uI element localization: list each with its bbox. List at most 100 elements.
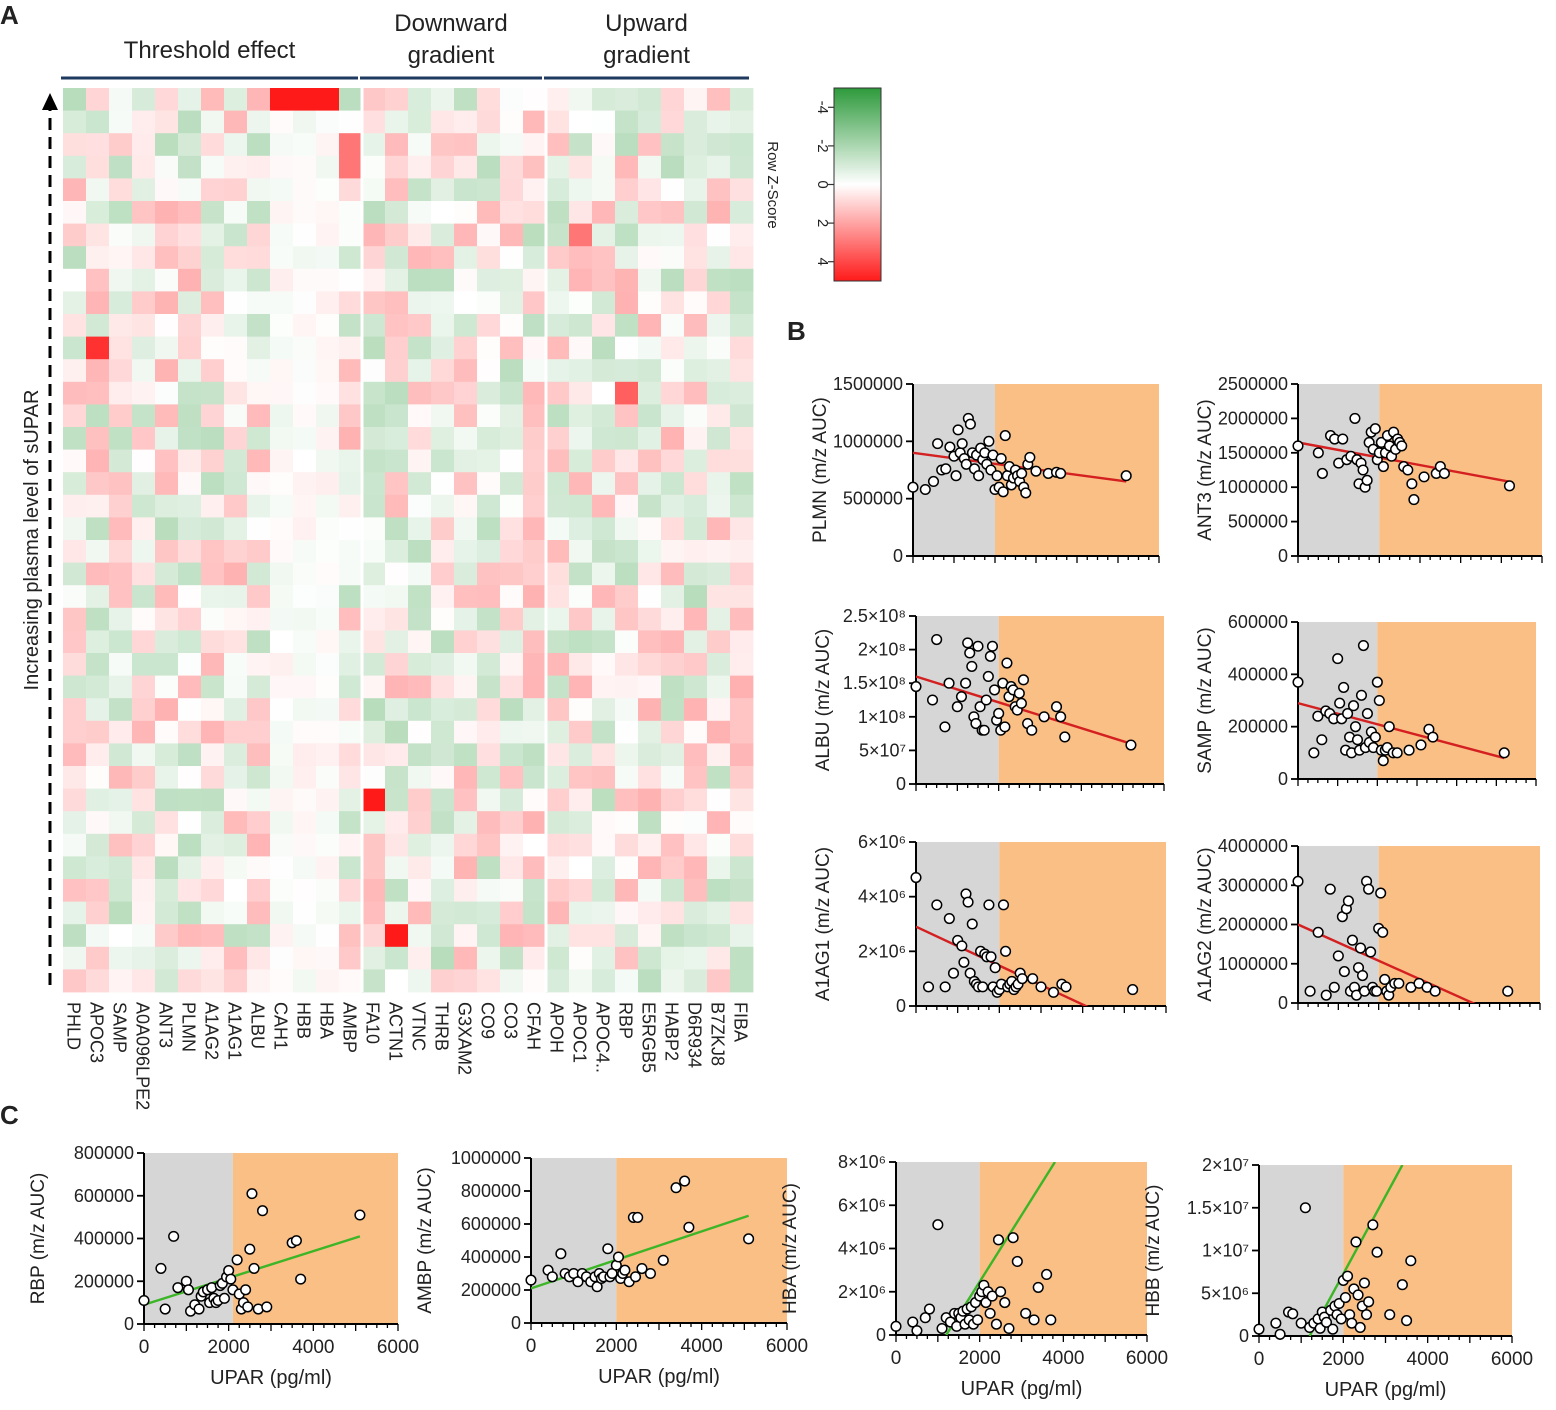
heatmap-cell [132, 314, 156, 337]
heatmap-cell [155, 540, 179, 563]
heatmap-cell [477, 314, 501, 337]
heatmap-cell [661, 517, 685, 541]
heatmap-cell [155, 675, 179, 699]
heatmap-cell [132, 630, 156, 654]
heatmap-cell [132, 246, 156, 270]
heatmap-cell [569, 720, 593, 744]
scatter-point [962, 896, 974, 908]
y-tick-label: 200000 [1228, 717, 1288, 737]
heatmap-cell [569, 630, 593, 654]
scatter-point [172, 1282, 184, 1294]
heatmap-cell [63, 675, 87, 699]
heatmap-cell [385, 359, 409, 383]
heatmap-cell [86, 969, 110, 993]
heatmap-cell [109, 788, 133, 812]
heatmap-cell [707, 788, 731, 812]
heatmap-cell [270, 766, 294, 789]
heatmap-cell [362, 88, 386, 111]
heatmap-cell [684, 540, 708, 563]
heatmap-cell [454, 88, 478, 111]
heatmap-cell [86, 879, 110, 902]
heatmap-cell [316, 494, 340, 518]
heatmap-cell [523, 88, 547, 111]
heatmap-cell [293, 223, 317, 247]
heatmap-cell [293, 540, 317, 563]
heatmap-cell [385, 879, 409, 902]
heatmap-cell [454, 766, 478, 789]
heatmap-cell [569, 698, 593, 722]
heatmap-cell [385, 404, 409, 428]
heatmap-cell [270, 133, 294, 157]
scatter-point [977, 981, 989, 993]
heatmap-cell [661, 653, 685, 676]
heatmap-cell [684, 472, 708, 496]
heatmap-cell [86, 359, 110, 383]
heatmap-cell [293, 743, 317, 767]
heatmap-cell [408, 630, 432, 654]
scatter-point [910, 681, 922, 693]
heatmap-cell [224, 472, 248, 496]
y-tick-label: 4000000 [1218, 836, 1288, 856]
heatmap-cell [316, 404, 340, 428]
y-tick-label: 2×10⁸ [858, 640, 906, 660]
scatter-point [1125, 739, 1137, 751]
heatmap-cell [454, 630, 478, 654]
heatmap-cell [293, 268, 317, 292]
heatmap-cell [224, 607, 248, 631]
heatmap-cell [178, 607, 202, 631]
heatmap-cell [707, 856, 731, 880]
heatmap-cell [638, 675, 662, 699]
scatter-point [1502, 985, 1514, 997]
heatmap-cell [592, 359, 616, 383]
heatmap-cell [63, 720, 87, 744]
heatmap-cell [109, 833, 133, 857]
heatmap-cell [638, 268, 662, 292]
heatmap-cell [638, 381, 662, 405]
scatter-point [939, 721, 951, 733]
heatmap-cell [362, 585, 386, 609]
heatmap-cell [477, 110, 501, 134]
heatmap-cell [477, 675, 501, 699]
heatmap-cell [63, 268, 87, 292]
heatmap-cell [500, 110, 524, 134]
scatter-point [1415, 739, 1427, 751]
heatmap-cell [293, 720, 317, 744]
heatmap-cell [362, 133, 386, 157]
scatter-point [1127, 984, 1139, 996]
x-tick-label: 4000 [681, 1336, 723, 1357]
heatmap-cell [155, 246, 179, 270]
heatmap-cell [224, 698, 248, 722]
heatmap-cell [592, 585, 616, 609]
x-tick-label: 6000 [766, 1336, 808, 1357]
heatmap-cell [86, 946, 110, 970]
scatter-point [1346, 1317, 1358, 1329]
heatmap-cell [132, 788, 156, 812]
heatmap-cell [109, 494, 133, 518]
heatmap-cell [270, 178, 294, 202]
heatmap-cell [270, 675, 294, 699]
heatmap-cell [638, 833, 662, 857]
scatter-point [1355, 689, 1368, 701]
scatter-point [1349, 412, 1361, 424]
heatmap-cell [109, 924, 133, 948]
scatter-point [1332, 950, 1344, 962]
heatmap-cell [408, 562, 432, 586]
scatter-point [1316, 467, 1328, 479]
heatmap-cell [270, 155, 294, 179]
heatmap-cell [707, 201, 731, 224]
heatmap-cell [63, 88, 87, 111]
scatter-point [1027, 973, 1039, 985]
heatmap-cell [523, 788, 547, 812]
y-tick-label: 2500000 [1218, 374, 1288, 394]
heatmap-cell [615, 607, 639, 631]
heatmap-cell [454, 223, 478, 247]
y-tick-label: 0 [876, 1325, 886, 1345]
heatmap-cell [592, 788, 616, 812]
heatmap-cell [316, 540, 340, 563]
heatmap-cell [661, 630, 685, 654]
heatmap-cell [730, 562, 754, 586]
heatmap-cell [224, 155, 248, 179]
heatmap-cell [155, 698, 179, 722]
heatmap-cell [730, 359, 754, 383]
